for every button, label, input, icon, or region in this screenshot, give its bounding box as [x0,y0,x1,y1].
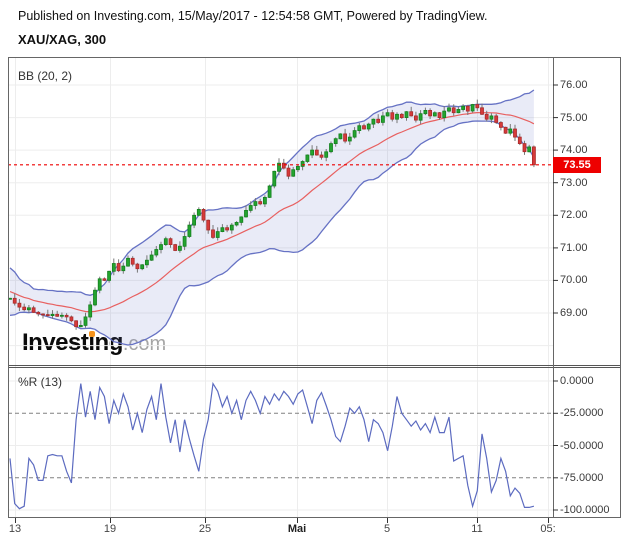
time-tick-label: 11 [471,523,483,535]
axis-tick-label: 74.00 [560,144,588,157]
last-price-tag: 73.55 [553,156,601,173]
axis-tick-label: 76.00 [560,79,588,91]
time-axis[interactable]: 13 19 25 Mai 5 11 05: [8,519,621,543]
time-tick-label: 13 [8,523,22,535]
time-tick-label: Mai [287,523,307,535]
time-tick-label: 5 [383,523,391,535]
axis-tick-label: -100.0000 [560,504,610,517]
symbol-title: XAU/XAG, 300 [18,32,107,47]
time-tick-label: 25 [198,523,212,535]
logo-suffix: .com [122,333,167,355]
published-line: Published on Investing.com, 15/May/2017 … [18,9,488,23]
wr-legend: %R (13) [18,375,63,389]
chart-canvas[interactable]: rgba(102,114,196,0.13)"/> [8,57,621,527]
axis-tick-label: 72.00 [560,209,588,222]
axis-tick-label: -50.0000 [560,439,604,452]
axis-tick-label: 69.00 [560,306,588,319]
axis-tick-label: -75.0000 [560,471,604,484]
logo-orange-dot-icon: i [88,329,96,356]
bb-legend: BB (20, 2) [18,69,73,83]
axis-tick-label: 70.00 [560,274,588,287]
axis-tick-label: 73.00 [560,176,588,189]
time-tick-label: 05: [540,523,556,535]
axis-tick-label: 71.00 [560,241,588,254]
axis-tick-label: -25.0000 [560,407,604,420]
time-tick-label: 19 [103,523,117,535]
price-axis[interactable]: 76.00 75.00 74.00 73.00 72.00 71.00 70.00 69.00… [8,57,621,518]
chart-widget: Investing.com rgba(102,114,196,0.13)"/> … [8,57,621,523]
axis-tick-label: 0.0000 [560,375,594,387]
axis-tick-label: 75.00 [560,111,588,124]
